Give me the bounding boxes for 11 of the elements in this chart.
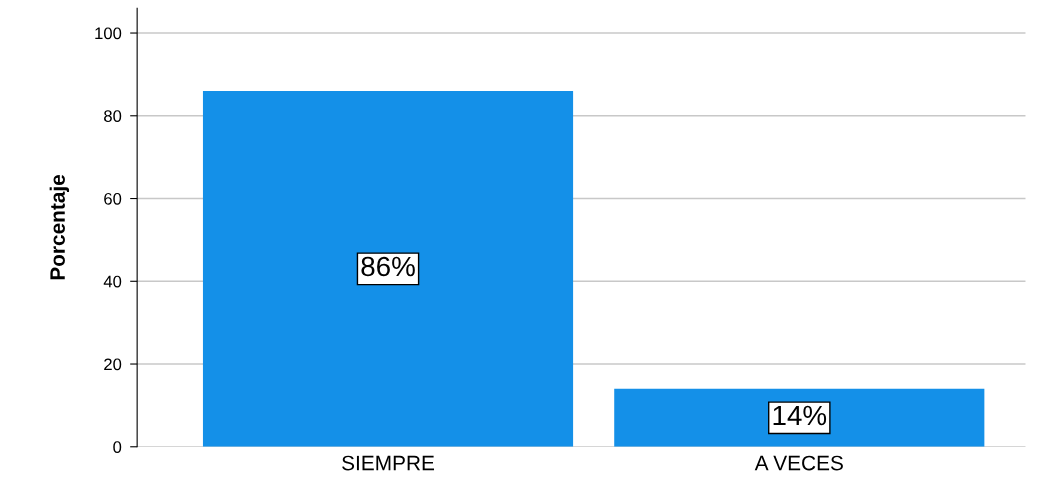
data-label: 86% [361,256,415,277]
y-tick-label: 0 [113,441,122,453]
y-tick-label: 60 [104,192,122,205]
data-label: 14% [773,405,827,426]
y-tick-label: 40 [103,275,122,288]
y-tick-label: 20 [104,358,122,371]
x-tick-label: A VECES [754,455,843,471]
x-tick-label: SIEMPRE [342,455,435,471]
y-tick-label: 100 [95,27,122,40]
y-axis-title: Porcentaje [49,174,70,280]
y-tick-label: 80 [104,110,122,122]
